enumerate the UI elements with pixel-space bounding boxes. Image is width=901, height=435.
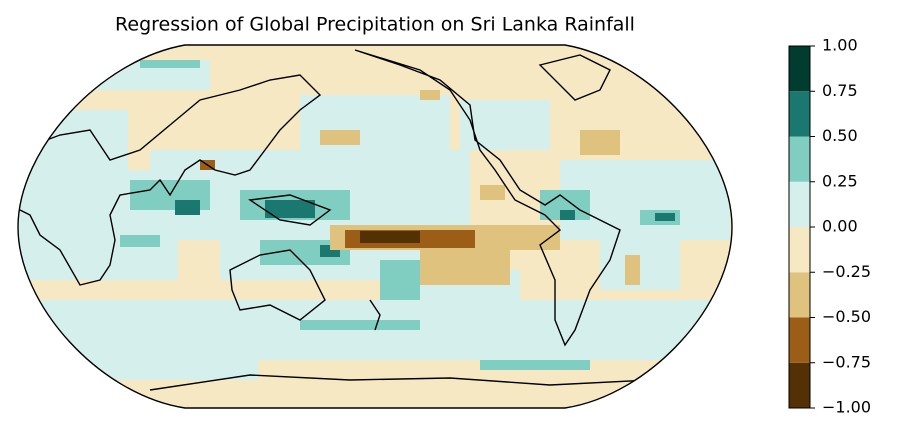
colorbar-tick-label: 0.00: [822, 217, 858, 236]
precipitation-field: [18, 45, 732, 408]
colorbar-tick-label: 0.50: [822, 126, 858, 145]
colorbar-segment: [789, 91, 810, 137]
colorbar-tick-label: −0.25: [822, 262, 871, 281]
map-border: [17, 44, 733, 409]
colorbar-tick-label: −0.50: [822, 307, 871, 326]
colorbar-segment: [789, 181, 810, 227]
colorbar-tick-label: 0.25: [822, 171, 858, 190]
colorbar-tick-label: −0.75: [822, 352, 871, 371]
colorbar-tick-label: 1.00: [822, 36, 858, 55]
colorbar-segment: [789, 46, 810, 92]
colorbar-segment: [789, 272, 810, 318]
colorbar-segment: [789, 227, 810, 273]
colorbar-segment: [789, 136, 810, 182]
colorbar-tick-label: −1.00: [822, 398, 871, 417]
chart-title: Regression of Global Precipitation on Sr…: [115, 14, 635, 36]
colorbar-segment: [789, 317, 810, 363]
colorbar-segment: [789, 362, 810, 408]
colorbar-tick-label: 0.75: [822, 81, 858, 100]
